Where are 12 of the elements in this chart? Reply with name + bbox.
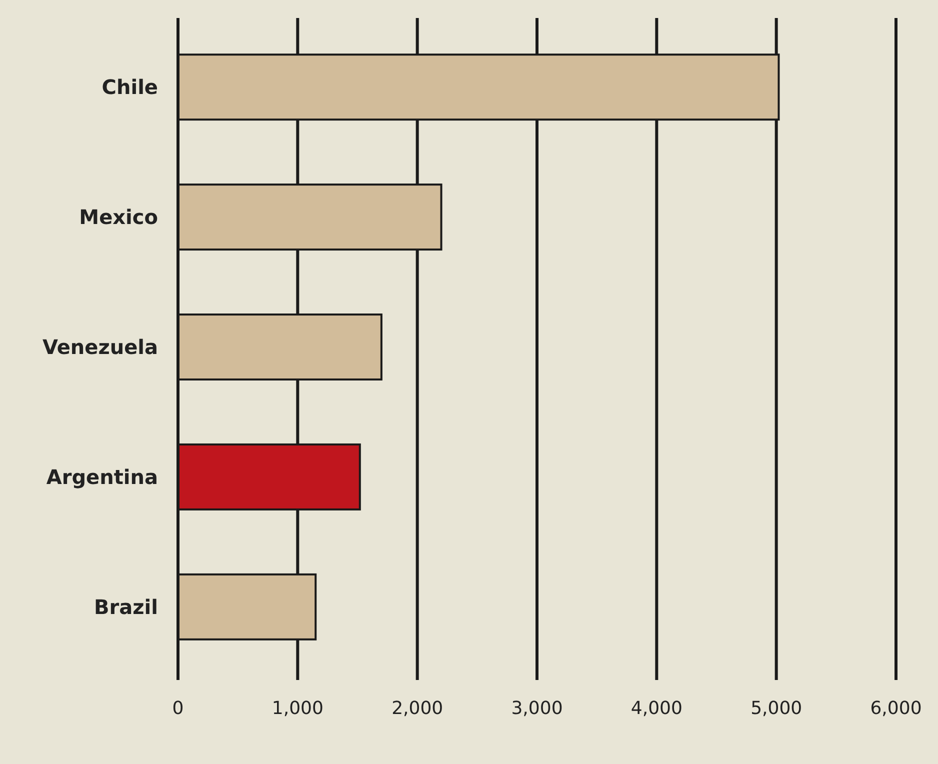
x-tick-label: 1,000 <box>272 698 324 719</box>
x-tick-label: 0 <box>172 698 184 719</box>
y-tick-label: Brazil <box>94 594 158 619</box>
x-tick-label: 5,000 <box>750 698 802 719</box>
y-tick-label: Venezuela <box>42 335 158 359</box>
y-tick-label: Argentina <box>46 464 158 489</box>
x-tick-label: 6,000 <box>870 698 922 719</box>
y-tick-label: Mexico <box>79 205 158 230</box>
x-tick-label: 2,000 <box>392 698 444 719</box>
x-tick-label: 4,000 <box>630 698 682 719</box>
x-tick-label: 3,000 <box>511 698 563 719</box>
y-tick-label: Chile <box>102 75 158 100</box>
